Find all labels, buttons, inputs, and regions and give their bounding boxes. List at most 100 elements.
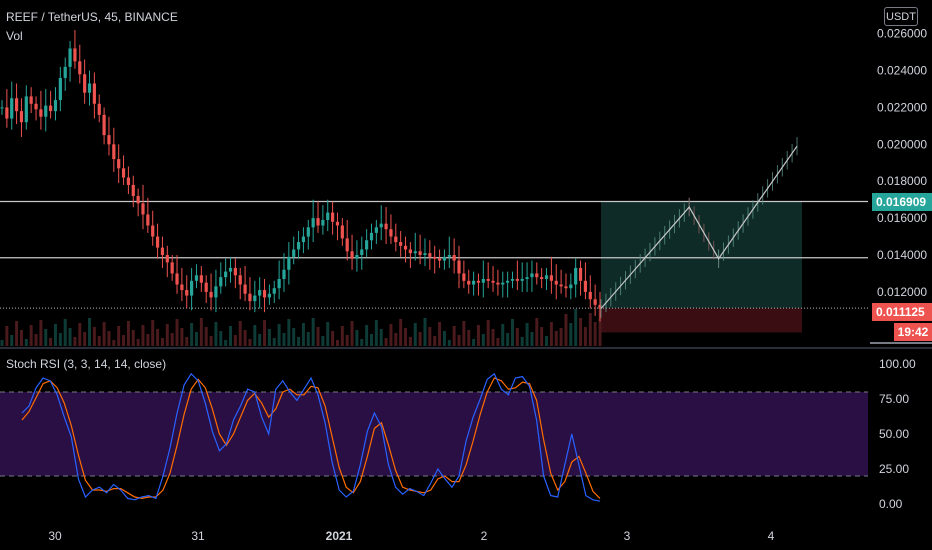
volume-bar: [433, 336, 437, 346]
volume-bar: [481, 334, 485, 346]
volume-bar: [190, 323, 194, 346]
long-profit-zone: [601, 201, 802, 309]
volume-bar: [438, 322, 442, 346]
volume-bar: [117, 326, 121, 346]
candle-body: [301, 236, 306, 243]
volume-bar: [394, 333, 398, 346]
candle-body: [331, 212, 335, 222]
volume-bar: [321, 336, 325, 346]
candle-body: [374, 227, 378, 233]
volume-bar: [569, 323, 573, 346]
volume-bar: [457, 335, 461, 346]
volume-bar: [564, 314, 568, 346]
stoch-rsi-pane[interactable]: [0, 372, 868, 502]
candle-body: [306, 227, 310, 237]
volume-bar: [472, 339, 476, 346]
volume-bar: [277, 324, 281, 346]
volume-bar: [68, 328, 72, 346]
candle-body: [549, 275, 553, 281]
candle-body: [447, 255, 451, 257]
volume-bar: [535, 318, 539, 346]
candle-body: [287, 256, 291, 270]
volume-bar: [510, 319, 514, 346]
rsi-tick-label: 25.00: [879, 462, 909, 476]
volume-bar: [224, 340, 228, 346]
volume-bar: [365, 325, 369, 346]
price-tick-label: 0.016000: [877, 211, 927, 225]
candle-body: [564, 286, 568, 289]
volume-bar: [545, 336, 549, 346]
candle-body: [530, 273, 534, 278]
axes: 0.026000 0.024000 0.022000 0.020000 0.018000…: [0, 27, 932, 543]
rsi-tick-label: 50.00: [879, 427, 909, 441]
candle-body: [574, 267, 578, 285]
candle-body: [369, 232, 374, 241]
candle-body: [389, 229, 393, 237]
candle-body: [365, 240, 369, 250]
candle-body: [598, 304, 602, 309]
candle-body: [160, 247, 165, 256]
volume-bar: [598, 308, 602, 346]
volume-bar: [506, 333, 510, 346]
candle-body: [292, 249, 296, 257]
candle-body: [97, 103, 101, 115]
candle-body: [180, 284, 184, 291]
volume-bar: [73, 337, 77, 346]
candle-body: [335, 221, 340, 226]
volume-bar: [263, 320, 267, 346]
price-tick-label: 0.014000: [877, 248, 927, 262]
candle-body: [433, 256, 437, 259]
candle-body: [63, 66, 67, 78]
price-pane[interactable]: [0, 30, 868, 346]
volume-bar: [583, 327, 587, 346]
candle-body: [481, 278, 485, 283]
candle-body: [248, 293, 252, 302]
time-tick-label: 30: [48, 529, 62, 543]
candle-body: [559, 284, 563, 287]
candle-body: [219, 277, 223, 287]
candle-body: [277, 278, 281, 289]
volume-bar: [5, 326, 9, 346]
candle-body: [428, 253, 432, 257]
volume-bar: [156, 329, 160, 346]
volume-bar: [476, 325, 480, 346]
volume-bar: [272, 338, 276, 346]
candle-body: [102, 114, 106, 136]
volume-bar: [331, 331, 335, 346]
candle-body: [583, 280, 588, 292]
long-loss-zone: [601, 308, 802, 333]
candle-body: [413, 251, 417, 254]
currency-button[interactable]: USDT: [884, 7, 918, 26]
candle-body: [49, 105, 53, 112]
candle-body: [326, 212, 330, 220]
candle-body: [258, 290, 262, 296]
volume-bar: [267, 329, 271, 346]
candle-body: [44, 105, 48, 117]
candle-body: [53, 100, 58, 112]
candle-body: [394, 236, 398, 243]
candle-body: [117, 159, 121, 169]
volume-bar: [355, 330, 359, 346]
volume-bar: [335, 340, 339, 346]
price-tick-label: 0.018000: [877, 174, 927, 188]
volume-bar: [180, 328, 184, 346]
time-tick-label: 2: [481, 529, 488, 543]
candle-body: [321, 219, 325, 226]
candle-body: [282, 269, 286, 279]
candle-body: [355, 255, 359, 259]
candle-body: [151, 225, 155, 237]
volume-bar: [107, 331, 111, 346]
candle-body: [136, 195, 140, 204]
candle-body: [155, 236, 160, 248]
volume-bar: [549, 322, 553, 346]
stoch-rsi-k-line: [21, 372, 601, 502]
candle-body: [360, 249, 364, 256]
candle-body: [267, 293, 271, 298]
volume-bar: [340, 326, 344, 346]
time-tick-label: 31: [191, 529, 205, 543]
volume-bar: [574, 309, 578, 346]
candle-body: [126, 177, 131, 185]
candle-body: [170, 262, 174, 274]
candle-body: [224, 271, 228, 278]
